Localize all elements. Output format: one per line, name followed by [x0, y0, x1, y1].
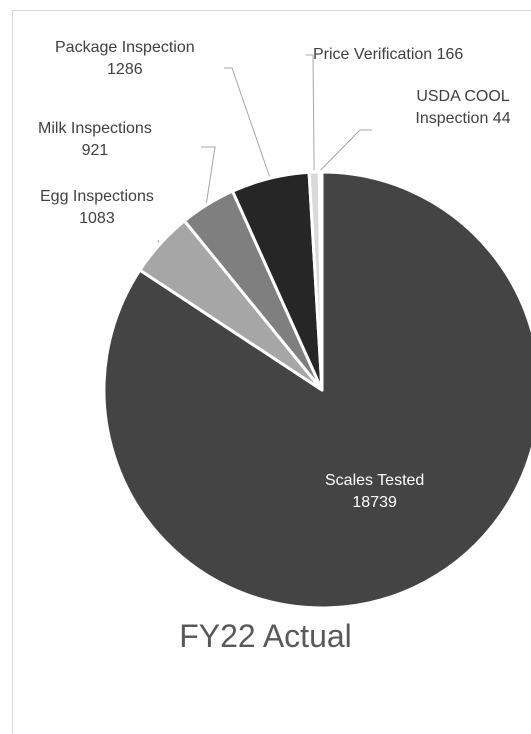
label-egg-inspections-value: 1083 — [79, 210, 115, 227]
label-milk-inspections-name: Milk Inspections — [38, 120, 152, 137]
label-scales-tested-name: Scales Tested — [325, 472, 425, 489]
chart-title: FY22 Actual — [179, 618, 352, 654]
label-package-inspection-value: 1286 — [107, 61, 143, 78]
label-usda-cool-name: USDA COOL Inspection — [415, 88, 510, 127]
leader-line-egg-inspections — [157, 239, 160, 243]
leader-line-price-verification — [306, 54, 315, 171]
label-usda-cool-value: 44 — [492, 110, 511, 127]
label-milk-inspections-value: 921 — [81, 142, 109, 159]
label-scales-tested-value: 18739 — [352, 494, 397, 511]
label-scales-tested: Scales Tested 18739 — [325, 470, 424, 514]
label-milk-inspections: Milk Inspections 921 — [38, 118, 152, 162]
label-usda-cool: USDA COOL Inspection 44 — [408, 86, 518, 130]
label-egg-inspections: Egg Inspections 1083 — [40, 186, 154, 230]
pie-slice-scales-tested — [102, 170, 531, 610]
leader-line-milk-inspections — [201, 146, 216, 203]
label-price-verification: Price Verification 166 — [313, 44, 463, 66]
label-package-inspection: Package Inspection 1286 — [55, 37, 195, 81]
pie-slice-usda-cool-inspection — [317, 170, 324, 392]
label-package-inspection-name: Package Inspection — [55, 39, 195, 56]
label-price-verification-value: 166 — [436, 46, 464, 63]
label-egg-inspections-name: Egg Inspections — [40, 188, 154, 205]
label-price-verification-name: Price Verification — [313, 46, 433, 63]
chart-frame — [12, 10, 531, 734]
leader-line-package-inspection — [224, 67, 270, 177]
leader-line-usda-cool-inspection — [320, 129, 372, 171]
